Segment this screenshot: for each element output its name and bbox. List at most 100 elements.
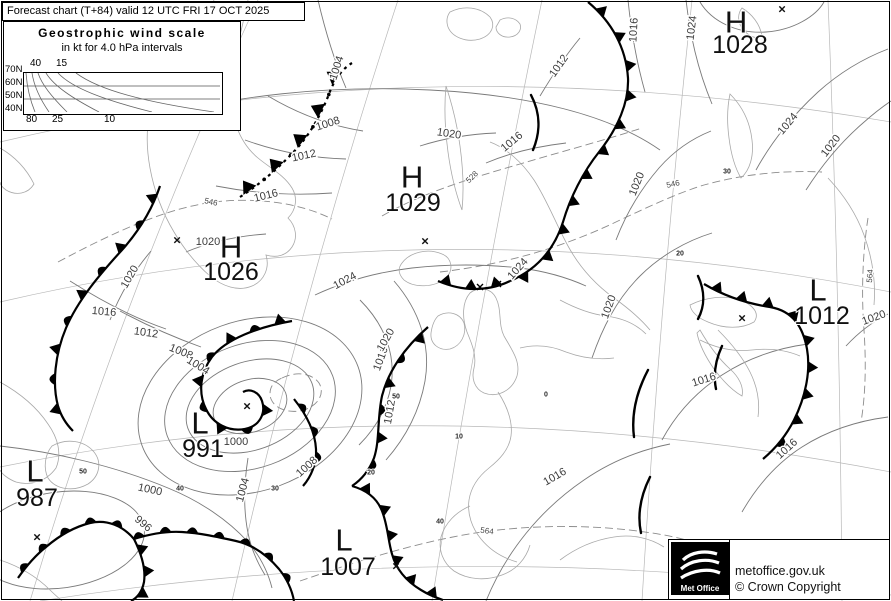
grid-label: 50 <box>392 394 400 401</box>
grid-label: 20 <box>367 470 375 477</box>
isobar <box>661 343 809 441</box>
coastline <box>827 177 875 306</box>
isobar-label: 1020 <box>375 326 398 353</box>
wind-scale-curves <box>24 72 220 113</box>
cold-front <box>509 1 630 283</box>
cold-dot-front <box>239 62 353 198</box>
grid-label: 40 <box>436 519 444 526</box>
warm-front <box>17 520 296 601</box>
isobar <box>0 445 273 589</box>
trough-line <box>529 93 540 152</box>
isobar-label: 1016 <box>541 466 568 489</box>
isobar-label: 996 <box>132 514 154 535</box>
copyright-text: © Crown Copyright <box>735 580 841 594</box>
isobar <box>137 316 363 496</box>
isobar-label: 1012 <box>382 399 398 425</box>
isobar-label: 1016 <box>627 17 640 42</box>
low-centre-991-cross-marker: × <box>243 399 251 414</box>
coastline <box>519 345 615 360</box>
thickness-line <box>381 127 643 217</box>
coastline <box>489 141 651 331</box>
coastline <box>463 288 519 395</box>
wind-scale-lat-70n: 70N <box>5 64 23 75</box>
isobar <box>267 95 364 132</box>
coastline <box>559 535 665 561</box>
trough-line <box>713 344 724 391</box>
coastline <box>696 329 743 397</box>
low-centre-1007-letter: L <box>335 523 352 558</box>
high-centre-1029-letter: H <box>401 160 423 195</box>
isobar <box>485 443 671 601</box>
grid-label: 40 <box>176 486 184 493</box>
isobar-label: 1020 <box>860 308 887 328</box>
chart-title: Forecast chart (T+84) valid 12 UTC FRI 1… <box>7 5 270 17</box>
wind-scale-lat-60n: 60N <box>5 77 23 88</box>
isobar <box>485 142 567 164</box>
isobar <box>244 139 347 160</box>
cold-front <box>703 283 810 460</box>
geostrophic-wind-scale-box: Geostrophic wind scale in kt for 4.0 hPa… <box>3 21 241 131</box>
coastline <box>495 17 521 38</box>
low-centre-991-letter: L <box>191 406 208 441</box>
wind-scale-bottom-label-80: 80 <box>26 114 38 125</box>
high-centre-1028-cross-marker: × <box>778 2 786 17</box>
occluded-front <box>200 319 293 431</box>
thickness-line <box>439 171 823 273</box>
warm-front <box>293 398 318 487</box>
met-office-logo-text: Met Office <box>680 584 720 593</box>
high-centre-1029-cross-marker: × <box>421 234 429 249</box>
grid-label: 30 <box>723 169 731 176</box>
isobar <box>385 280 428 461</box>
thickness-label: 564 <box>865 268 875 283</box>
isobar-label: 1016 <box>691 371 718 390</box>
trough-line <box>638 475 652 535</box>
met-office-logo: Met Office <box>671 542 729 595</box>
isobar <box>314 264 587 296</box>
grid-label: 10 <box>455 434 463 441</box>
isobar <box>755 48 889 171</box>
isobar <box>615 130 712 241</box>
low-centre-1012-letter: L <box>809 273 826 308</box>
low-centre-987-value: 987 <box>16 484 58 512</box>
isobar-label: 1004 <box>234 477 252 504</box>
coastline <box>0 559 63 601</box>
high-centre-1028-value: 1028 <box>712 31 768 59</box>
thickness-label: 546 <box>204 196 219 208</box>
trough-line <box>632 368 650 439</box>
coastline <box>738 7 763 38</box>
branding-box: Met Office metoffice.gov.uk © Crown Copy… <box>668 539 890 600</box>
isobar <box>185 233 267 253</box>
thickness-label: 546 <box>666 178 681 190</box>
thickness-label: 528 <box>464 169 480 185</box>
coastline <box>717 329 759 418</box>
high-centre-1026-cross-marker: × <box>173 233 181 248</box>
isobar-label: 1024 <box>776 111 801 137</box>
grid-label: 0 <box>544 392 548 399</box>
met-office-url[interactable]: metoffice.gov.uk <box>735 564 825 578</box>
isobar-label: 1020 <box>196 236 220 248</box>
grid-label: 20 <box>676 251 684 258</box>
isobar-label: 1012 <box>133 325 159 340</box>
isobar <box>741 416 889 513</box>
coastline <box>689 296 757 328</box>
isobar <box>419 132 497 147</box>
high-centre-1026-letter: H <box>220 230 242 265</box>
coastline <box>468 391 518 563</box>
coastline <box>559 299 647 335</box>
isobar-label: 1024 <box>331 270 358 292</box>
front-layer <box>17 1 819 601</box>
coastline <box>727 93 753 179</box>
grid-label: 30 <box>271 486 279 493</box>
low-centre-991-value: 991 <box>182 435 224 463</box>
wind-scale-top-label-15: 15 <box>56 58 68 69</box>
frontogenesis-cross <box>494 280 502 288</box>
low-centre-987-letter: L <box>26 454 43 489</box>
isobar-label: 1024 <box>685 15 700 41</box>
isobar <box>627 0 646 93</box>
coastline <box>444 85 464 211</box>
isobar <box>164 339 336 473</box>
trough-line <box>696 274 705 321</box>
high-centre-1028-letter: H <box>725 5 747 40</box>
low-centre-1007-value: 1007 <box>320 553 376 581</box>
